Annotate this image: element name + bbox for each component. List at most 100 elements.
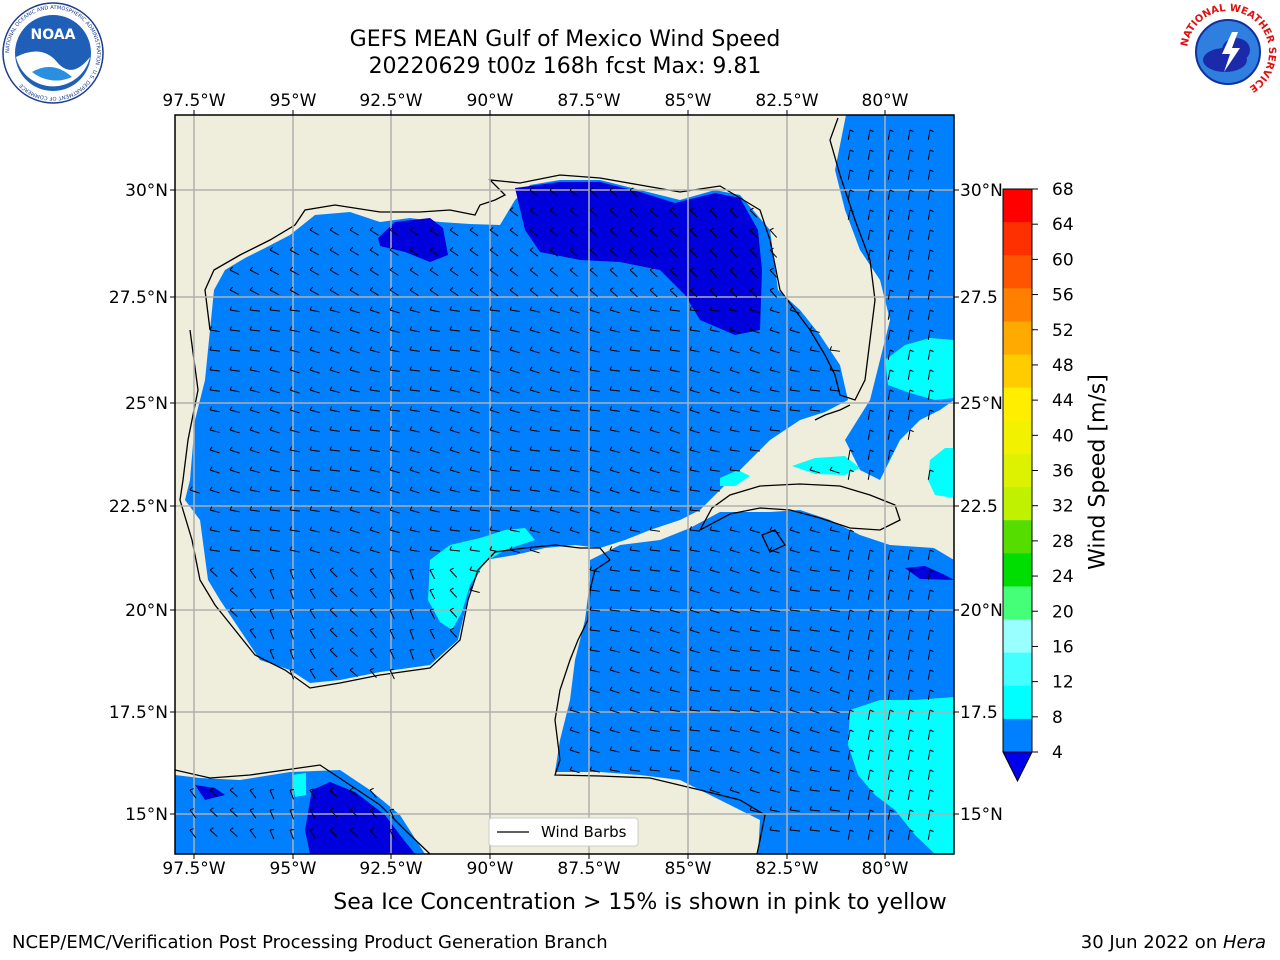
wind-barb (769, 809, 780, 813)
wind-barb-flag (229, 406, 233, 411)
wind-barb-flag (869, 229, 874, 233)
wind-barb (469, 349, 480, 353)
wind-barb (309, 669, 316, 679)
wind-barb (329, 449, 340, 452)
wind-barb (689, 569, 700, 573)
wind-barb (349, 589, 358, 597)
wind-barb (789, 389, 800, 392)
wind-barb (669, 769, 680, 772)
wind-barb-flag (889, 149, 894, 153)
wind-barb-flag (929, 789, 934, 793)
wind-barb-flag (769, 326, 773, 331)
wind-barb-flag (389, 246, 394, 251)
wind-barb-flag (749, 606, 753, 611)
wind-barb (629, 569, 640, 572)
wind-barb-flag (769, 686, 773, 691)
wind-barb-flag (829, 466, 833, 471)
wind-barb-flag (869, 129, 874, 133)
wind-barb (907, 669, 911, 680)
wind-barb-flag (549, 466, 553, 471)
wind-barb (389, 449, 400, 453)
wind-barb-flag (629, 386, 633, 391)
wind-barb (449, 329, 460, 332)
wind-barb-flag (889, 669, 894, 673)
wind-barb (549, 329, 560, 334)
wind-barb-flag (669, 706, 673, 711)
wind-barb-flag (429, 588, 435, 591)
legend: Wind Barbs (488, 817, 639, 847)
wind-barb (429, 509, 440, 513)
wind-barb (749, 309, 760, 313)
wind-barb-flag (489, 346, 493, 351)
lon-label-bottom: 82.5°W (755, 859, 818, 879)
wind-barb-flag (269, 286, 274, 291)
wind-barb (269, 609, 275, 620)
wind-barb-flag (669, 606, 673, 611)
wind-barb-flag (549, 346, 553, 351)
wind-barb-flag (469, 267, 474, 271)
wind-barb (409, 449, 420, 454)
wind-barb-flag (869, 809, 874, 813)
wind-barb-flag (789, 546, 793, 551)
wind-barb (887, 269, 891, 280)
wind-barb (907, 829, 911, 840)
wind-barb (509, 349, 520, 354)
wind-barb-flag (549, 267, 554, 271)
wind-barb (409, 309, 420, 313)
wind-barb-flag (769, 386, 773, 391)
wind-barb-flag (609, 586, 612, 591)
wind-barb (429, 489, 440, 494)
wind-barb (669, 609, 680, 614)
wind-barb (449, 269, 459, 277)
wind-barb (429, 249, 439, 257)
wind-barb (669, 389, 680, 393)
wind-barb (649, 249, 658, 258)
wind-barb (809, 689, 820, 694)
wind-barb (389, 629, 395, 640)
wind-barb-flag (629, 366, 632, 371)
wind-barb-flag (429, 346, 432, 351)
wind-barb-flag (749, 406, 753, 411)
wind-barb (369, 429, 380, 432)
wind-barb (887, 769, 891, 780)
wind-barb-flag (729, 366, 733, 371)
wind-barb-flag (589, 247, 594, 251)
wind-barb (529, 429, 540, 433)
wind-barb (509, 269, 519, 277)
wind-barb (449, 229, 459, 237)
wind-barb-flag (389, 568, 395, 571)
wind-barb (509, 449, 520, 453)
wind-barb (289, 369, 300, 374)
wind-barb-flag (529, 366, 533, 371)
wind-barb-flag (909, 789, 914, 793)
wind-barb-flag (309, 526, 313, 531)
wind-barb-flag (529, 466, 532, 471)
wind-barb-flag (449, 587, 454, 591)
wind-barb-flag (569, 306, 573, 311)
wind-barb-flag (369, 306, 373, 311)
wind-barb-flag (769, 306, 773, 311)
wind-barb-flag (389, 828, 395, 831)
wind-barb (829, 669, 840, 674)
wind-barb (589, 369, 600, 373)
wind-barb (629, 609, 640, 613)
wind-barb-flag (569, 247, 574, 251)
colorbar-tick-label: 24 (1052, 567, 1074, 587)
wind-barb (749, 329, 760, 334)
wind-barb-flag (429, 306, 433, 311)
wind-barb-flag (489, 426, 493, 431)
wind-barb (769, 289, 778, 298)
wind-barb (329, 669, 338, 678)
wind-barb (409, 589, 414, 600)
wind-barb-flag (909, 669, 914, 673)
wind-barb (249, 509, 260, 512)
wind-barb (709, 429, 720, 433)
wind-barb (509, 309, 520, 313)
wind-barb-flag (689, 247, 694, 251)
wind-barb-flag (689, 386, 693, 391)
wind-barb (469, 509, 480, 512)
wind-barb-flag (909, 729, 914, 733)
wind-barb-flag (469, 546, 473, 551)
wind-barb-flag (649, 506, 653, 511)
wind-barb-flag (269, 406, 273, 411)
